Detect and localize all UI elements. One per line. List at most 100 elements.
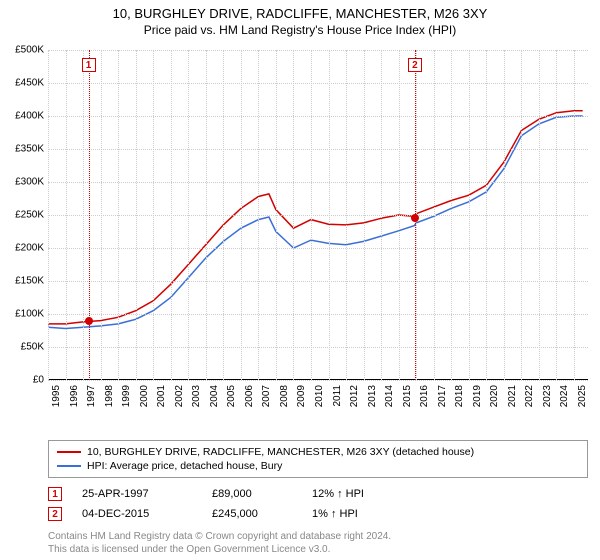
x-axis-label: 2007: [261, 385, 272, 407]
marker-vline: [89, 50, 90, 380]
transaction-table: 125-APR-1997£89,00012% ↑ HPI204-DEC-2015…: [48, 484, 588, 524]
gridline-v: [311, 50, 312, 380]
gridline-v: [293, 50, 294, 380]
gridline-h: [48, 281, 588, 282]
gridline-h: [48, 50, 588, 51]
gridline-v: [346, 50, 347, 380]
footer-line1: Contains HM Land Registry data © Crown c…: [48, 530, 588, 543]
x-axis-label: 2003: [191, 385, 202, 407]
y-axis-label: £150K: [4, 276, 44, 287]
series-legend: 10, BURGHLEY DRIVE, RADCLIFFE, MANCHESTE…: [48, 440, 588, 478]
transaction-price: £89,000: [212, 488, 292, 500]
x-axis-label: 1999: [121, 385, 132, 407]
transaction-date: 04-DEC-2015: [82, 508, 192, 520]
x-axis-label: 2020: [489, 385, 500, 407]
x-axis-label: 2018: [454, 385, 465, 407]
gridline-v: [521, 50, 522, 380]
marker-box: 1: [82, 58, 96, 72]
x-axis-label: 2014: [384, 385, 395, 407]
gridline-v: [101, 50, 102, 380]
x-axis-label: 2022: [524, 385, 535, 407]
gridline-v: [223, 50, 224, 380]
gridline-v: [171, 50, 172, 380]
x-axis-label: 2011: [332, 385, 343, 407]
footer-line2: This data is licensed under the Open Gov…: [48, 543, 588, 556]
transaction-date: 25-APR-1997: [82, 488, 192, 500]
x-axis-label: 2016: [419, 385, 430, 407]
gridline-v: [556, 50, 557, 380]
gridline-v: [48, 50, 49, 380]
gridline-v: [329, 50, 330, 380]
gridline-h: [48, 149, 588, 150]
y-axis-label: £50K: [4, 342, 44, 353]
x-axis-label: 2021: [507, 385, 518, 407]
y-axis-label: £0: [4, 375, 44, 386]
series-line-subject: [48, 111, 583, 324]
legend-row-subject: 10, BURGHLEY DRIVE, RADCLIFFE, MANCHESTE…: [57, 445, 579, 459]
y-axis-label: £100K: [4, 309, 44, 320]
gridline-v: [276, 50, 277, 380]
x-axis-label: 2006: [244, 385, 255, 407]
x-axis-label: 2012: [349, 385, 360, 407]
gridline-h: [48, 347, 588, 348]
x-axis-label: 2017: [437, 385, 448, 407]
x-axis-label: 1996: [69, 385, 80, 407]
x-axis-label: 2010: [314, 385, 325, 407]
legend-swatch-hpi: [57, 465, 81, 467]
gridline-v: [381, 50, 382, 380]
title-block: 10, BURGHLEY DRIVE, RADCLIFFE, MANCHESTE…: [0, 0, 600, 37]
footer-attribution: Contains HM Land Registry data © Crown c…: [48, 530, 588, 556]
marker-point: [85, 317, 93, 325]
x-axis-label: 2024: [559, 385, 570, 407]
gridline-v: [574, 50, 575, 380]
series-line-hpi: [48, 116, 583, 329]
gridline-h: [48, 314, 588, 315]
y-axis-label: £450K: [4, 78, 44, 89]
title-address: 10, BURGHLEY DRIVE, RADCLIFFE, MANCHESTE…: [0, 6, 600, 21]
gridline-v: [206, 50, 207, 380]
plot-region: £0£50K£100K£150K£200K£250K£300K£350K£400…: [48, 50, 588, 380]
gridline-h: [48, 83, 588, 84]
x-axis-label: 2019: [472, 385, 483, 407]
gridline-v: [469, 50, 470, 380]
transaction-row: 204-DEC-2015£245,0001% ↑ HPI: [48, 504, 588, 524]
gridline-h: [48, 116, 588, 117]
marker-point: [411, 214, 419, 222]
gridline-v: [451, 50, 452, 380]
gridline-v: [188, 50, 189, 380]
x-axis-label: 1998: [104, 385, 115, 407]
transaction-hpi: 1% ↑ HPI: [312, 508, 358, 520]
x-axis-label: 2008: [279, 385, 290, 407]
gridline-v: [118, 50, 119, 380]
gridline-v: [399, 50, 400, 380]
gridline-v: [66, 50, 67, 380]
gridline-h: [48, 248, 588, 249]
gridline-v: [486, 50, 487, 380]
gridline-v: [83, 50, 84, 380]
x-axis-label: 1995: [51, 385, 62, 407]
transaction-row: 125-APR-1997£89,00012% ↑ HPI: [48, 484, 588, 504]
gridline-h: [48, 215, 588, 216]
gridline-v: [434, 50, 435, 380]
title-subtitle: Price paid vs. HM Land Registry's House …: [0, 23, 600, 37]
y-axis-label: £250K: [4, 210, 44, 221]
transaction-price: £245,000: [212, 508, 292, 520]
legend-row-hpi: HPI: Average price, detached house, Bury: [57, 459, 579, 473]
gridline-h: [48, 380, 588, 381]
gridline-v: [153, 50, 154, 380]
y-axis-label: £500K: [4, 45, 44, 56]
y-axis-label: £200K: [4, 243, 44, 254]
gridline-h: [48, 182, 588, 183]
y-axis-label: £350K: [4, 144, 44, 155]
legend-label-subject: 10, BURGHLEY DRIVE, RADCLIFFE, MANCHESTE…: [87, 446, 474, 458]
gridline-v: [136, 50, 137, 380]
x-axis-label: 2002: [174, 385, 185, 407]
legend-label-hpi: HPI: Average price, detached house, Bury: [87, 460, 282, 472]
x-axis-label: 2015: [402, 385, 413, 407]
x-axis-label: 1997: [86, 385, 97, 407]
x-axis-label: 2023: [542, 385, 553, 407]
transaction-hpi: 12% ↑ HPI: [312, 488, 364, 500]
x-axis-label: 2025: [577, 385, 588, 407]
legend-swatch-subject: [57, 451, 81, 453]
x-axis-label: 2005: [226, 385, 237, 407]
